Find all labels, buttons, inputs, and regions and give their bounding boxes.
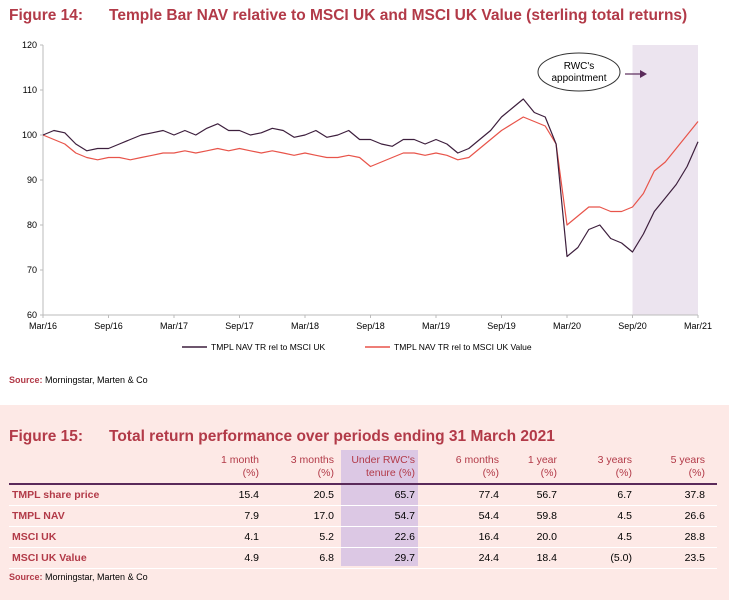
header-6-months: 6 months (%) [455,454,499,479]
table-cell: 18.4 [536,552,557,564]
y-tick-label: 80 [27,220,37,230]
x-tick-label: Mar/20 [553,321,581,331]
table-cell: 4.5 [617,510,632,522]
source-label: Source: [9,572,43,582]
table-cell: 4.1 [244,531,259,543]
annotation-ellipse [537,52,621,92]
table-cell: 26.6 [684,510,705,522]
source-text: Morningstar, Marten & Co [45,375,148,385]
table-cell: 6.7 [617,489,632,501]
table-row: MSCI UK 4.1 5.2 22.6 16.4 20.0 4.5 28.8 [9,527,717,548]
table-cell: 20.5 [313,489,334,501]
header-5-years: 5 years (%) [670,454,705,479]
header-rwc-tenure: Under RWC's tenure (%) [351,454,415,479]
table-cell: 24.4 [478,552,499,564]
table-cell: 20.0 [536,531,557,543]
rwc-shaded-region [632,45,698,315]
row-label: TMPL NAV [12,510,65,522]
y-tick-label: 110 [23,85,37,95]
performance-table: 1 month (%) 3 months (%) Under RWC's tenure… [9,450,717,570]
table-cell: 4.9 [244,552,259,564]
figure-15-title: Figure 15: Total return performance over … [9,428,555,446]
x-tick-label: Sep/16 [94,321,123,331]
table-cell: 4.5 [617,531,632,543]
table-row: TMPL share price 15.4 20.5 65.7 77.4 56.… [9,485,717,506]
table-cell: 28.8 [684,531,705,543]
header-3-months: 3 months (%) [290,454,334,479]
table-cell: 56.7 [536,489,557,501]
table-cell: 54.4 [478,510,499,522]
x-tick-label: Mar/19 [422,321,450,331]
x-tick-label: Sep/20 [618,321,647,331]
x-tick-label: Mar/17 [160,321,188,331]
source-text: Morningstar, Marten & Co [45,572,148,582]
x-tick-label: Mar/16 [29,321,57,331]
table-cell: (5.0) [610,552,632,564]
row-label: TMPL share price [12,489,100,501]
figure-15-title-text: Total return performance over periods en… [109,428,555,445]
figure-14-title: Figure 14: Temple Bar NAV relative to MSC… [9,7,687,25]
table-cell: 17.0 [313,510,334,522]
table-row: TMPL NAV 7.9 17.0 54.7 54.4 59.8 4.5 26.… [9,506,717,527]
source-label: Source: [9,375,43,385]
table-cell: 37.8 [684,489,705,501]
figure-14-number: Figure 14: [9,7,84,24]
y-tick-label: 100 [22,130,37,140]
table-cell: 6.8 [319,552,334,564]
figure-14-source: Source: Morningstar, Marten & Co [9,375,148,385]
legend-label-msci-uk: TMPL NAV TR rel to MSCI UK [211,342,325,352]
table-cell: 65.7 [394,489,415,501]
x-tick-label: Sep/19 [487,321,516,331]
row-label: MSCI UK Value [12,552,87,564]
x-tick-label: Sep/18 [356,321,385,331]
x-tick-label: Mar/21 [684,321,712,331]
rwc-tenure-highlight [341,450,418,566]
table-cell: 54.7 [394,510,415,522]
x-tick-label: Sep/17 [225,321,254,331]
y-tick-label: 90 [27,175,37,185]
table-cell: 59.8 [536,510,557,522]
table-cell: 29.7 [394,552,415,564]
table-row: MSCI UK Value 4.9 6.8 29.7 24.4 18.4 (5.… [9,548,717,569]
header-divider [9,483,717,485]
series-line-msci-uk [42,98,699,258]
series-line-msci-uk-value [42,116,699,226]
header-1-month: 1 month (%) [221,454,259,479]
x-tick-label: Mar/18 [291,321,319,331]
annotation-text-line1: RWC's [564,61,595,72]
annotation-arrow-head [640,70,647,78]
header-1-year: 1 year (%) [527,454,557,479]
table-cell: 23.5 [684,552,705,564]
y-tick-label: 120 [22,40,37,50]
header-3-years: 3 years (%) [597,454,632,479]
legend-label-msci-uk-value: TMPL NAV TR rel to MSCI UK Value [394,342,532,352]
row-label: MSCI UK [12,531,57,543]
y-tick-label: 60 [27,310,37,320]
table-cell: 15.4 [238,489,259,501]
table-cell: 77.4 [478,489,499,501]
annotation-text-line2: appointment [551,73,606,84]
figure-15-panel: Figure 15: Total return performance over … [0,405,729,600]
figure-15-source: Source: Morningstar, Marten & Co [9,572,148,582]
y-tick-label: 70 [27,265,37,275]
figure-14-title-text: Temple Bar NAV relative to MSCI UK and M… [109,7,688,24]
figure-15-number: Figure 15: [9,428,84,445]
table-cell: 5.2 [319,531,334,543]
table-cell: 7.9 [244,510,259,522]
table-cell: 16.4 [478,531,499,543]
table-cell: 22.6 [394,531,415,543]
